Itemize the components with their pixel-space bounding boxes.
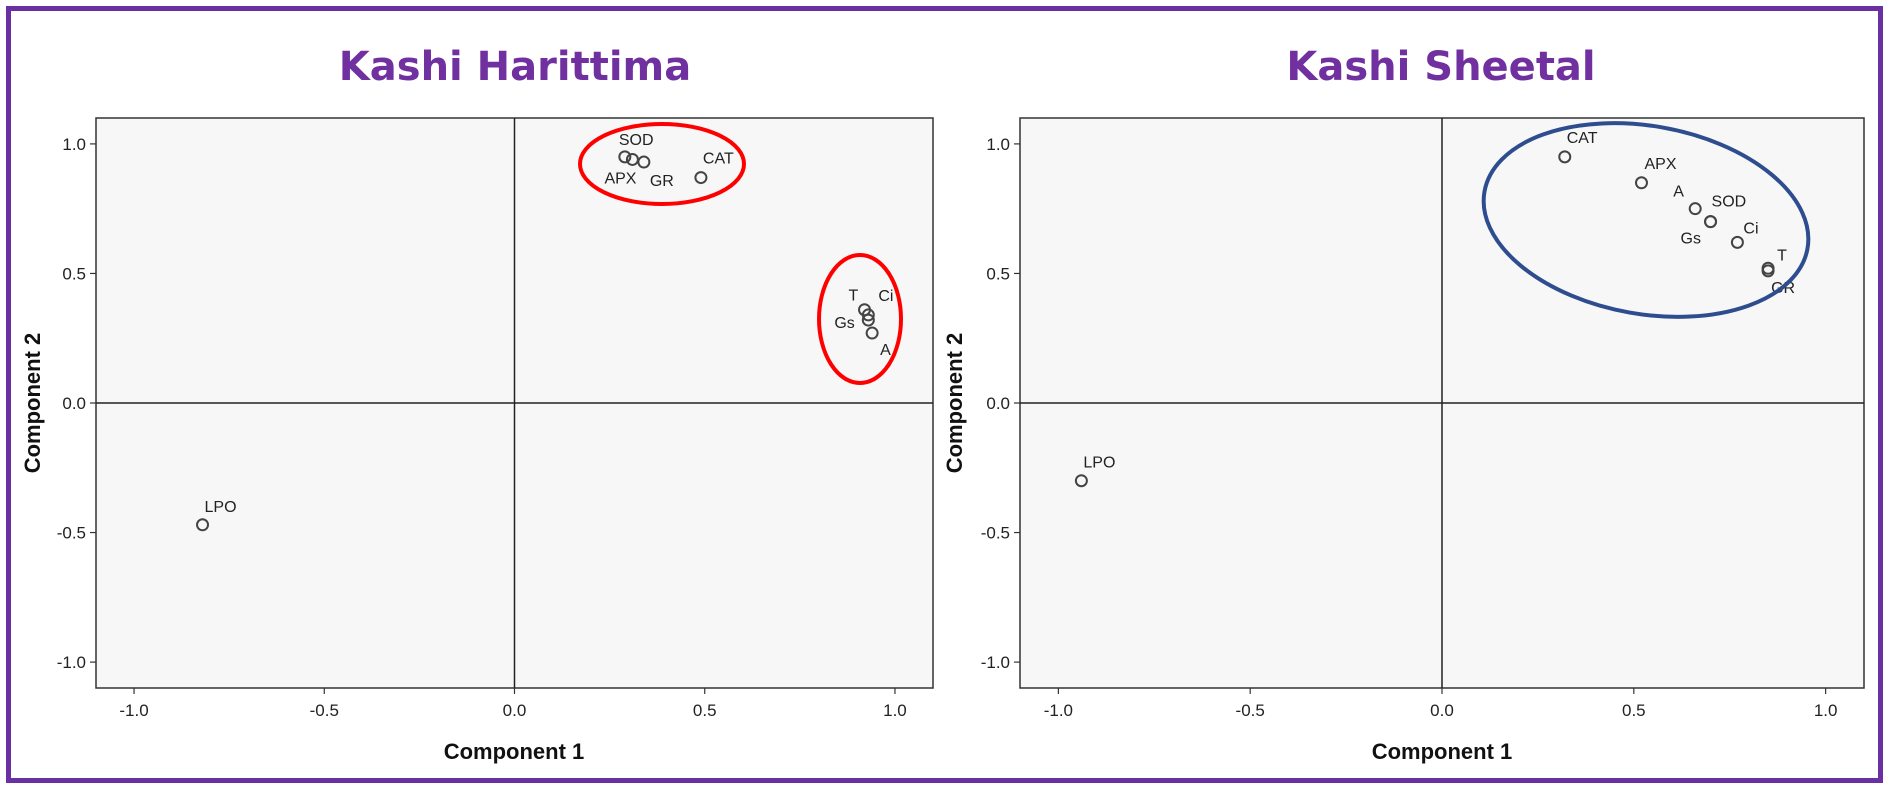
chart-0-point-cat <box>694 171 708 185</box>
chart-0-point-label-a: A <box>880 342 891 359</box>
chart-0-x-tick-label: -0.5 <box>310 701 339 720</box>
chart-0-y-tick-label: -1.0 <box>57 653 86 672</box>
chart-1-point-label-cat: CAT <box>1567 130 1598 147</box>
chart-1-point-label-ci: Ci <box>1743 220 1758 237</box>
chart-1-x-tick-label: 1.0 <box>1814 701 1838 720</box>
chart-title-left: Kashi Harittima <box>338 44 692 90</box>
chart-1-point-label-gs: Gs <box>1681 231 1701 248</box>
chart-1-point-gs <box>1704 215 1718 229</box>
chart-1-point-lpo <box>1074 474 1088 488</box>
chart-0-point-label-sod: SOD <box>619 132 654 149</box>
chart-1-point-gr <box>1761 264 1775 278</box>
chart-0-highlight-ellipse-1 <box>817 253 903 385</box>
chart-1-point-label-a: A <box>1673 184 1684 201</box>
chart-0-point-label-gs: Gs <box>834 315 854 332</box>
chart-0-y-tick-label: 1.0 <box>62 135 86 154</box>
chart-0-y-tick-label: -0.5 <box>57 524 86 543</box>
chart-0-x-tick-label: -1.0 <box>119 701 148 720</box>
chart-1-point-label-apx: APX <box>1644 156 1676 173</box>
chart-1-point-apx <box>1634 176 1648 190</box>
chart-0-point-gr <box>637 155 651 169</box>
chart-0-y-tick-label: 0.5 <box>62 264 86 283</box>
chart-1-x-tick-label: -0.5 <box>1236 701 1265 720</box>
chart-0-y-tick-label: 0.0 <box>62 394 86 413</box>
chart-0-point-label-apx: APX <box>604 170 636 187</box>
chart-1-point-a <box>1688 202 1702 216</box>
chart-0-x-axis-label: Component 1 <box>444 739 585 764</box>
chart-1-x-tick-label: -1.0 <box>1044 701 1073 720</box>
chart-0-point-ci <box>861 308 875 322</box>
chart-1-point-label-t: T <box>1777 247 1787 264</box>
chart-0-point-label-lpo: LPO <box>205 499 237 516</box>
chart-1-y-tick-label: 0.0 <box>986 394 1010 413</box>
chart-0-point-a <box>865 326 879 340</box>
chart-1-point-label-lpo: LPO <box>1083 455 1115 472</box>
chart-1-y-tick-label: -1.0 <box>981 653 1010 672</box>
chart-0-point-gs <box>861 313 875 327</box>
chart-title-right: Kashi Sheetal <box>1286 44 1596 90</box>
chart-1-x-axis-label: Component 1 <box>1372 739 1513 764</box>
chart-0-x-tick-label: 1.0 <box>883 701 907 720</box>
chart-0-point-label-cat: CAT <box>703 151 734 168</box>
chart-0-point-label-gr: GR <box>650 173 674 190</box>
chart-1-y-tick-label: -0.5 <box>981 524 1010 543</box>
chart-0-point-label-t: T <box>849 288 859 305</box>
chart-0-point-lpo <box>196 518 210 532</box>
chart-1-y-axis-label: Component 2 <box>942 333 967 474</box>
chart-1-x-tick-label: 0.5 <box>1622 701 1646 720</box>
chart-0-highlight-ellipse-0 <box>578 122 746 206</box>
chart-1-point-ci <box>1730 235 1744 249</box>
chart-0-x-tick-label: 0.5 <box>693 701 717 720</box>
chart-0-point-sod <box>618 150 632 164</box>
chart-0-x-tick-label: 0.0 <box>503 701 527 720</box>
chart-1-point-label-sod: SOD <box>1712 194 1747 211</box>
chart-1-x-tick-label: 0.0 <box>1430 701 1454 720</box>
chart-1-y-tick-label: 0.5 <box>986 264 1010 283</box>
chart-1-highlight-ellipse-0 <box>1481 121 1811 319</box>
chart-1-y-tick-label: 1.0 <box>986 135 1010 154</box>
chart-0-y-axis-label: Component 2 <box>20 333 45 474</box>
chart-1-point-cat <box>1558 150 1572 164</box>
chart-0-point-label-ci: Ci <box>878 288 893 305</box>
